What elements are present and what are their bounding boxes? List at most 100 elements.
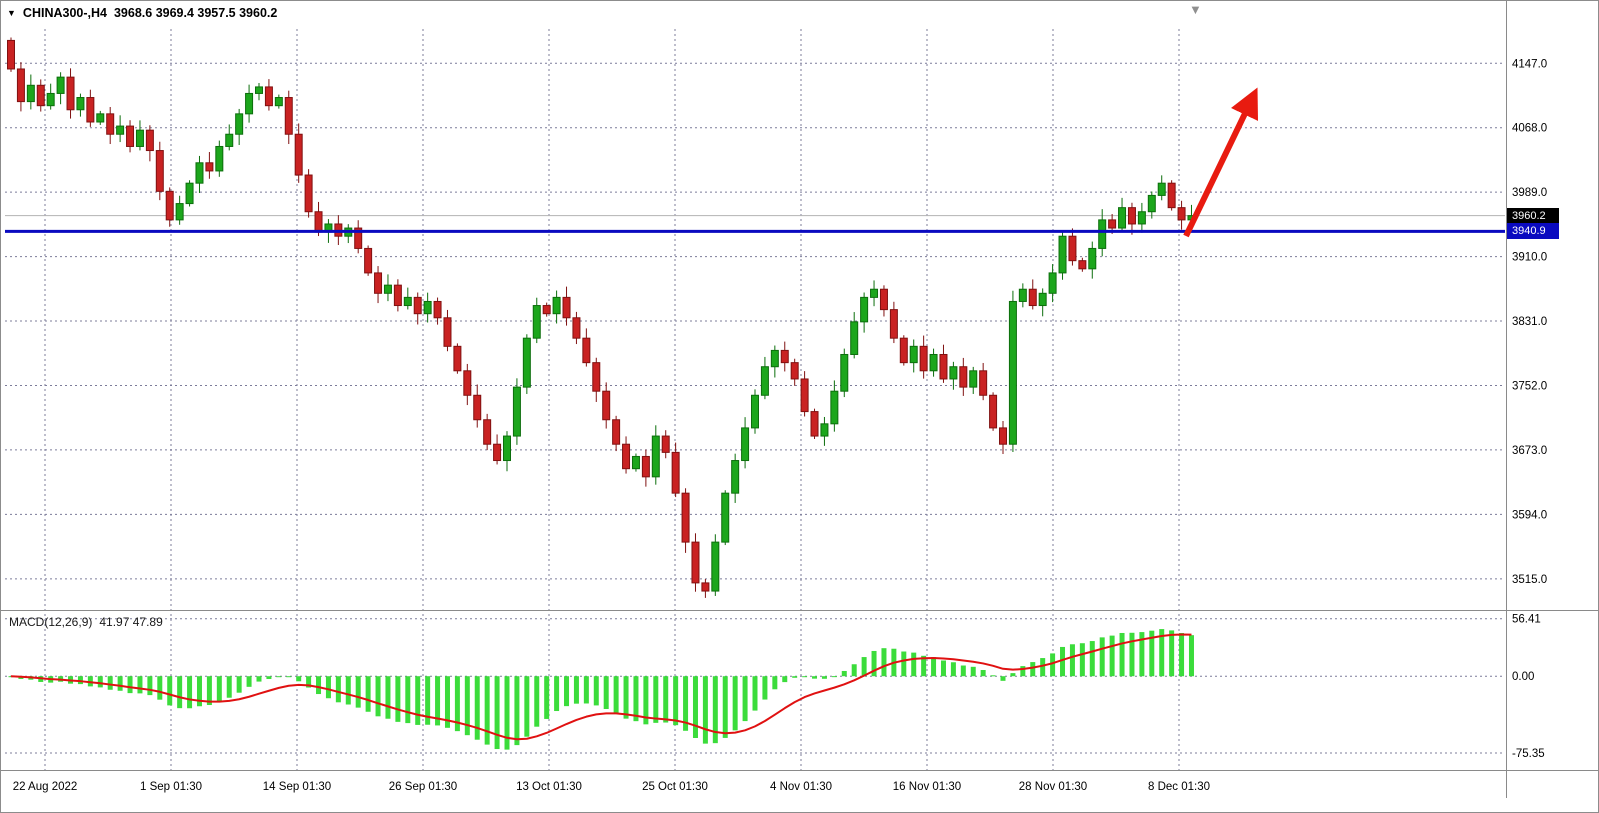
macd-bar	[1099, 637, 1105, 677]
price-tick-label: 4147.0	[1512, 58, 1547, 70]
scroll-to-end-icon[interactable]: ▼	[1189, 2, 1202, 17]
candle-body	[155, 150, 164, 192]
macd-bar	[435, 676, 441, 726]
macd-bar	[1079, 643, 1085, 677]
candle-body	[116, 125, 125, 135]
candle-body	[374, 272, 383, 294]
candle-body	[741, 427, 750, 462]
candle-body	[1058, 235, 1067, 274]
macd-bar	[167, 676, 173, 706]
candle-body	[364, 247, 373, 274]
macd-bar	[335, 676, 341, 703]
candle-body	[26, 84, 35, 103]
candle-body	[701, 582, 710, 592]
macd-bar	[316, 676, 322, 695]
macd-bar	[1159, 629, 1165, 677]
candle-body	[483, 419, 492, 445]
candle-body	[145, 129, 154, 152]
macd-bar	[246, 676, 252, 687]
candle-body	[721, 492, 730, 543]
candle-body	[711, 541, 720, 592]
date-tick-label: 16 Nov 01:30	[893, 781, 961, 793]
candle-body	[56, 76, 65, 94]
macd-bar	[1000, 676, 1006, 681]
macd-bar	[980, 669, 986, 677]
candle-body	[1038, 292, 1047, 307]
macd-bar	[1089, 641, 1095, 677]
candle-body	[1068, 235, 1077, 262]
candle-body	[1118, 207, 1127, 229]
candle-body	[36, 84, 45, 107]
macd-name: MACD(12,26,9)	[9, 615, 93, 629]
macd-bar	[77, 676, 83, 685]
candle-body	[493, 443, 502, 462]
macd-bar	[365, 676, 371, 712]
macd-bar	[325, 676, 331, 699]
macd-bar	[881, 648, 887, 677]
macd-bar	[1119, 632, 1125, 677]
price-tick-label: 3515.0	[1512, 574, 1547, 586]
macd-bar	[554, 676, 560, 712]
axis-labels: 4147.0 4068.0 3989.0 3910.0 3831.0 3752.0 3673…	[13, 58, 1547, 793]
macd-bar	[683, 676, 689, 731]
macd-bar	[901, 651, 907, 677]
macd-bar	[950, 662, 956, 677]
candle-body	[631, 455, 640, 470]
candle-body	[175, 203, 184, 221]
time-axis[interactable]	[1, 771, 1506, 798]
macd-bar	[812, 676, 818, 679]
macd-bar	[990, 675, 996, 677]
candle-body	[989, 394, 998, 429]
candle-body	[780, 349, 789, 364]
price-axis[interactable]	[1506, 1, 1598, 798]
chart-info-line: ▼ CHINA300-,H4 3968.6 3969.4 3957.5 3960…	[7, 6, 277, 20]
candle-body	[403, 296, 412, 307]
macd-bar	[802, 676, 808, 678]
macd-tick-label: 0.00	[1512, 671, 1534, 683]
macd-bar	[206, 676, 212, 706]
macd-bar	[196, 676, 202, 707]
candle-body	[96, 113, 105, 123]
macd-bar	[623, 676, 629, 719]
macd-bar	[643, 676, 649, 725]
macd-bar	[564, 676, 570, 707]
last-price-badge: 3960.2	[1507, 207, 1559, 224]
symbol-timeframe-label: CHINA300-,H4	[22, 6, 107, 20]
macd-bar	[107, 676, 113, 690]
symbol-marker-icon: ▼	[7, 7, 16, 18]
macd-bar	[633, 676, 639, 722]
macd-bar	[1030, 662, 1036, 677]
candle-body	[731, 460, 740, 494]
macd-bar	[97, 676, 103, 688]
price-tick-label: 3831.0	[1512, 316, 1547, 328]
date-tick-label: 8 Dec 01:30	[1148, 781, 1210, 793]
candle-body	[1177, 207, 1186, 221]
candle-body	[909, 345, 918, 364]
macd-bar	[931, 657, 937, 677]
macd-bar	[127, 676, 133, 694]
candle-body	[443, 317, 452, 347]
macd-bar	[514, 676, 520, 746]
macd-bar	[692, 676, 698, 738]
candle-body	[66, 76, 75, 111]
candle-body	[106, 113, 115, 135]
trend-arrow-object[interactable]	[1183, 87, 1259, 238]
macd-bar	[494, 676, 500, 750]
candle-body	[264, 86, 273, 107]
price-tick-label: 3752.0	[1512, 380, 1547, 392]
macd-bar	[653, 676, 659, 723]
macd-bar	[613, 676, 619, 714]
candle-body	[463, 370, 472, 396]
macd-bar	[792, 676, 798, 678]
macd-bar	[762, 676, 768, 700]
macd-bar	[395, 676, 401, 722]
candle-body	[582, 337, 591, 364]
candle-body	[294, 133, 303, 176]
macd-bar	[147, 676, 153, 696]
candle-body	[165, 190, 174, 221]
candle-body	[949, 366, 958, 380]
macd-bar	[415, 676, 421, 725]
candle-body	[503, 435, 511, 462]
macd-bar	[702, 676, 708, 744]
